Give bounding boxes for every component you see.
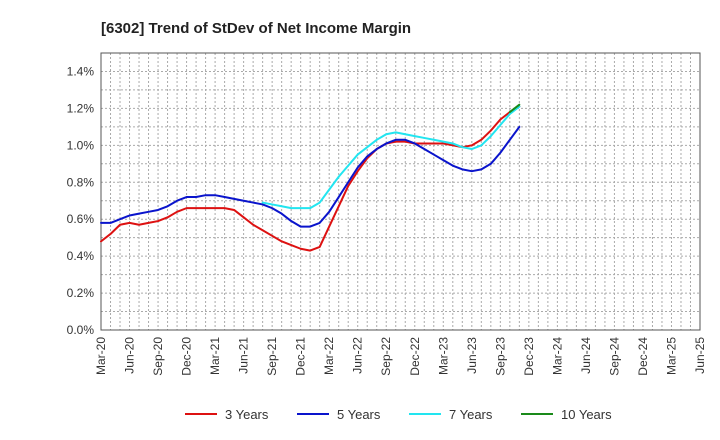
x-tick-label: Dec-21 <box>294 337 308 376</box>
y-tick-label: 0.6% <box>67 212 95 226</box>
x-tick-label: Dec-20 <box>180 337 194 376</box>
legend-label-1: 3 Years <box>225 407 269 422</box>
x-tick-label: Jun-24 <box>579 337 593 374</box>
x-tick-label: Sep-20 <box>151 337 165 376</box>
legend-label-4: 10 Years <box>561 407 612 422</box>
y-tick-label: 0.2% <box>67 286 95 300</box>
x-tick-label: Dec-24 <box>636 337 650 376</box>
y-tick-label: 1.2% <box>67 101 95 115</box>
plot-area <box>101 53 700 330</box>
y-tick-label: 0.8% <box>67 175 95 189</box>
plot-background <box>101 53 700 330</box>
legend: 3 Years 5 Years 7 Years 10 Years <box>185 407 612 422</box>
x-tick-label: Jun-21 <box>237 337 251 374</box>
x-tick-label: Sep-24 <box>607 337 621 376</box>
x-tick-label: Sep-23 <box>493 337 507 376</box>
axes: 0.0% 0.2% 0.4% 0.6% 0.8% 1.0% 1.2% 1.4% Mar-20 Ju… <box>67 52 707 376</box>
series-line-4 <box>508 103 521 114</box>
y-tick-label: 0.4% <box>67 249 95 263</box>
x-tick-label: Mar-22 <box>322 337 336 375</box>
legend-label-2: 5 Years <box>337 407 381 422</box>
series-lines <box>100 103 521 252</box>
series-line-1 <box>100 105 521 252</box>
series-line-3 <box>261 105 521 210</box>
x-tick-label: Dec-22 <box>408 337 422 376</box>
x-tick-label: Sep-22 <box>379 337 393 376</box>
legend-label-3: 7 Years <box>449 407 493 422</box>
y-tick-label: 1.4% <box>67 64 95 78</box>
y-tick-label: 0.0% <box>67 323 95 337</box>
x-tick-label: Jun-20 <box>123 337 137 374</box>
x-tick-label: Jun-23 <box>465 337 479 374</box>
x-tick-label: Mar-24 <box>550 337 564 375</box>
series-line-2 <box>100 125 521 228</box>
x-tick-label: Mar-23 <box>436 337 450 375</box>
x-tick-label: Mar-20 <box>94 337 108 375</box>
y-tick-label: 1.0% <box>67 138 95 152</box>
x-tick-label: Jun-22 <box>351 337 365 374</box>
x-tick-label: Sep-21 <box>265 337 279 376</box>
x-tick-label: Jun-25 <box>693 337 707 374</box>
x-tick-label: Mar-21 <box>208 337 222 375</box>
plot-border <box>100 52 701 331</box>
x-tick-label: Dec-23 <box>522 337 536 376</box>
x-tick-label: Mar-25 <box>664 337 678 375</box>
chart-title: [6302] Trend of StDev of Net Income Marg… <box>101 20 411 37</box>
